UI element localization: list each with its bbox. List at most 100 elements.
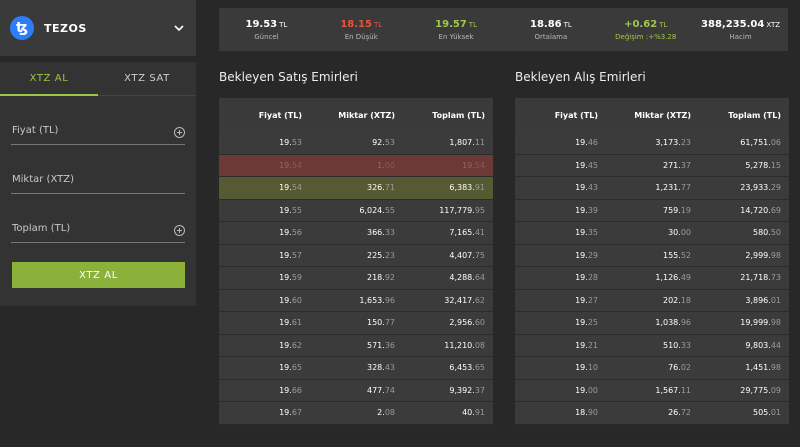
table-row[interactable]: 19.53 92.53 1,807.11 xyxy=(219,132,493,155)
header-price[interactable]: Fiyat (TL) xyxy=(258,110,302,120)
cell-total: 40.91 xyxy=(395,408,485,417)
table-row[interactable]: 19.66 477.74 9,392.37 xyxy=(219,379,493,402)
cell-amount: 76.02 xyxy=(598,363,691,372)
table-row[interactable]: 19.46 3,173.23 61,751.06 xyxy=(515,132,789,155)
table-row[interactable]: 18.90 26.72 505.01 xyxy=(515,402,789,425)
stat-unit: TL xyxy=(468,20,477,29)
amount-field[interactable]: Miktar (XTZ) xyxy=(11,145,185,194)
chevron-down-icon[interactable] xyxy=(172,21,186,35)
table-row[interactable]: 19.43 1,231.77 23,933.29 xyxy=(515,177,789,200)
price-field[interactable]: Fiyat (TL) xyxy=(11,96,185,145)
decimal-part: 00 xyxy=(384,160,395,170)
decimal-part: 90 xyxy=(587,408,598,418)
table-row[interactable]: 19.27 202.18 3,896.01 xyxy=(515,289,789,312)
table-row[interactable]: 19.28 1,126.49 21,718.73 xyxy=(515,267,789,290)
cell-price: 19.45 xyxy=(515,161,598,170)
decimal-part: 54 xyxy=(291,183,302,193)
decimal-part: 00 xyxy=(587,385,598,395)
decimal-part: 10 xyxy=(587,363,598,373)
table-row[interactable]: 19.61 150.77 2,956.60 xyxy=(219,312,493,335)
table-row[interactable]: 19.55 6,024.55 117,779.95 xyxy=(219,199,493,222)
stat-number: 18.86 xyxy=(529,18,562,30)
integer-part: 4,407. xyxy=(449,250,475,260)
header-amount[interactable]: Miktar (XTZ) xyxy=(338,110,395,120)
table-row[interactable]: 19.62 571.36 11,210.08 xyxy=(219,334,493,357)
price-input[interactable] xyxy=(11,122,165,140)
integer-part: 19. xyxy=(575,273,588,283)
decimal-part: 91 xyxy=(474,183,485,193)
table-row[interactable]: 19.54 1.00 19.54 xyxy=(219,154,493,177)
table-row[interactable]: 19.10 76.02 1,451.98 xyxy=(515,357,789,380)
table-row[interactable]: 19.57 225.23 4,407.75 xyxy=(219,244,493,267)
table-row[interactable]: 19.00 1,567.11 29,775.09 xyxy=(515,379,789,402)
decimal-part: 92 xyxy=(384,273,395,283)
cell-price: 19.55 xyxy=(219,206,302,215)
plus-circle-icon[interactable] xyxy=(174,127,185,138)
total-input[interactable] xyxy=(11,220,165,238)
plus-circle-icon[interactable] xyxy=(174,225,185,236)
decimal-part: 72 xyxy=(680,408,691,418)
integer-part: 21,718. xyxy=(740,273,771,283)
table-row[interactable]: 19.65 328.43 6,453.65 xyxy=(219,357,493,380)
decimal-part: 60 xyxy=(474,318,485,328)
stat-item: 19.57 TL En Yüksek xyxy=(409,8,504,51)
cell-price: 19.54 xyxy=(219,161,302,170)
table-row[interactable]: 19.59 218.92 4,288.64 xyxy=(219,267,493,290)
buy-orders-table: Fiyat (TL) Miktar (XTZ) Toplam (TL) 19.46 3,… xyxy=(515,98,789,425)
header-total[interactable]: Toplam (TL) xyxy=(432,110,485,120)
integer-part: 328. xyxy=(367,363,385,373)
decimal-part: 23 xyxy=(680,138,691,148)
order-tabs: XTZ AL XTZ SAT xyxy=(0,62,196,96)
cell-amount: 218.92 xyxy=(302,273,395,282)
table-row[interactable]: 19.54 326.71 6,383.91 xyxy=(219,177,493,200)
stat-value: 19.53 TL xyxy=(246,19,288,30)
stat-label: Hacim xyxy=(729,32,752,41)
integer-part: 117,779. xyxy=(439,205,475,215)
table-row[interactable]: 19.25 1,038.96 19,999.98 xyxy=(515,312,789,335)
integer-part: 1,038. xyxy=(655,318,681,328)
table-row[interactable]: 19.21 510.33 9,803.44 xyxy=(515,334,789,357)
integer-part: 2,999. xyxy=(745,250,771,260)
cell-total: 4,407.75 xyxy=(395,251,485,260)
cell-price: 19.61 xyxy=(219,318,302,327)
integer-part: 9,392. xyxy=(449,385,475,395)
table-row[interactable]: 19.45 271.37 5,278.15 xyxy=(515,154,789,177)
stat-label: Güncel xyxy=(254,32,279,41)
table-row[interactable]: 19.67 2.08 40.91 xyxy=(219,402,493,425)
header-price[interactable]: Fiyat (TL) xyxy=(554,110,598,120)
decimal-part: 06 xyxy=(770,138,781,148)
table-row[interactable]: 19.60 1,653.96 32,417.62 xyxy=(219,289,493,312)
buy-submit-button[interactable]: XTZ AL xyxy=(12,262,185,288)
cell-price: 19.54 xyxy=(219,183,302,192)
table-row[interactable]: 19.56 366.33 7,165.41 xyxy=(219,222,493,245)
amount-input[interactable] xyxy=(11,171,165,189)
table-row[interactable]: 19.35 30.00 580.50 xyxy=(515,222,789,245)
decimal-part: 01 xyxy=(770,295,781,305)
cell-amount: 271.37 xyxy=(598,161,691,170)
stat-unit: TL xyxy=(659,20,668,29)
cell-total: 5,278.15 xyxy=(691,161,781,170)
stat-value: 18.15 TL xyxy=(340,19,382,30)
total-field[interactable]: Toplam (TL) xyxy=(11,194,185,243)
cell-total: 19.54 xyxy=(395,161,485,170)
integer-part: 32,417. xyxy=(444,295,475,305)
stat-number: 388,235.04 xyxy=(701,18,765,30)
decimal-part: 39 xyxy=(587,205,598,215)
tab-sell[interactable]: XTZ SAT xyxy=(98,62,196,96)
cell-price: 19.65 xyxy=(219,363,302,372)
cell-total: 11,210.08 xyxy=(395,341,485,350)
table-row[interactable]: 19.29 155.52 2,999.98 xyxy=(515,244,789,267)
decimal-part: 75 xyxy=(474,250,485,260)
stat-number: 18.15 xyxy=(340,18,372,30)
coin-selector[interactable]: ꜩ TEZOS xyxy=(0,0,196,56)
header-total[interactable]: Toplam (TL) xyxy=(728,110,781,120)
tab-buy[interactable]: XTZ AL xyxy=(0,62,98,96)
header-amount[interactable]: Miktar (XTZ) xyxy=(634,110,691,120)
decimal-part: 19 xyxy=(680,205,691,215)
table-row[interactable]: 19.39 759.19 14,720.69 xyxy=(515,199,789,222)
cell-total: 2,999.98 xyxy=(691,251,781,260)
decimal-part: 43 xyxy=(587,183,598,193)
integer-part: 4,288. xyxy=(449,273,475,283)
cell-amount: 202.18 xyxy=(598,296,691,305)
integer-part: 19. xyxy=(279,250,292,260)
